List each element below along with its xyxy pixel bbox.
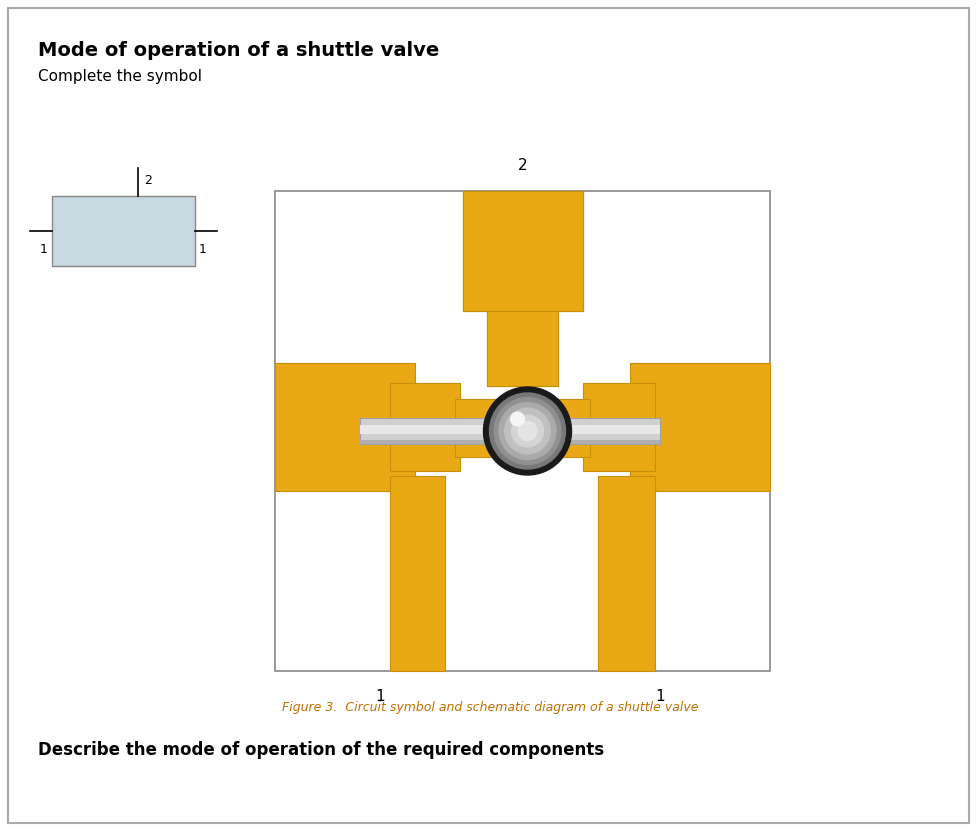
Text: 2: 2 (518, 158, 528, 173)
Polygon shape (390, 383, 460, 471)
Text: 1: 1 (656, 689, 664, 704)
Polygon shape (360, 418, 660, 444)
Circle shape (518, 421, 537, 440)
Polygon shape (360, 425, 660, 434)
Polygon shape (487, 311, 558, 386)
Polygon shape (463, 191, 583, 386)
Polygon shape (583, 383, 655, 471)
Text: Complete the symbol: Complete the symbol (38, 69, 202, 84)
Text: Describe the mode of operation of the required components: Describe the mode of operation of the re… (38, 741, 604, 759)
Text: 1: 1 (199, 243, 207, 256)
Polygon shape (630, 363, 770, 491)
Circle shape (484, 387, 572, 475)
Circle shape (499, 402, 556, 460)
Bar (275, 191, 770, 671)
Polygon shape (360, 440, 660, 444)
Text: 1: 1 (40, 243, 48, 256)
Polygon shape (455, 399, 590, 457)
Circle shape (505, 408, 550, 454)
Text: Mode of operation of a shuttle valve: Mode of operation of a shuttle valve (38, 41, 440, 60)
Text: 1: 1 (375, 689, 385, 704)
Text: 2: 2 (144, 174, 151, 187)
Polygon shape (275, 363, 415, 491)
Circle shape (494, 397, 561, 465)
Text: Figure 3.  Circuit symbol and schematic diagram of a shuttle valve: Figure 3. Circuit symbol and schematic d… (281, 701, 699, 714)
Polygon shape (598, 476, 655, 671)
Bar (52, 196, 195, 266)
Circle shape (511, 412, 525, 425)
Polygon shape (463, 191, 583, 311)
Circle shape (489, 393, 566, 469)
Circle shape (512, 415, 543, 447)
Polygon shape (390, 476, 445, 671)
